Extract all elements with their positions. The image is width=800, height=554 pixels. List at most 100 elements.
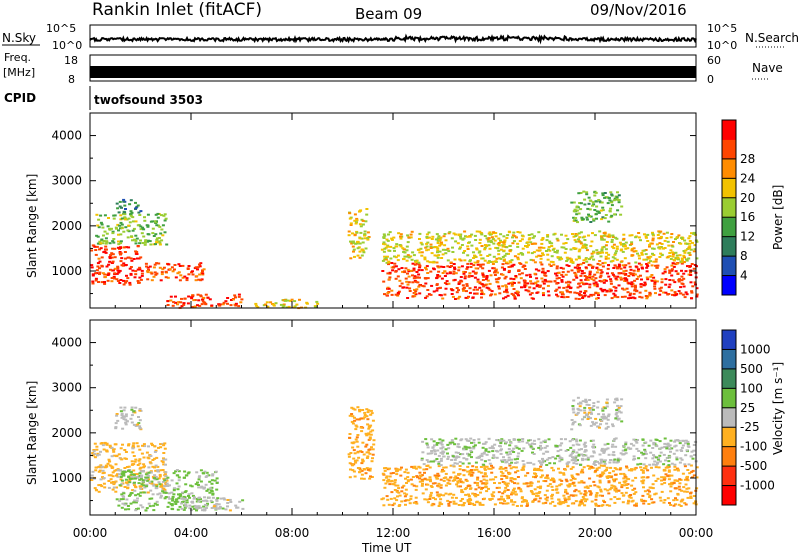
power-cell — [155, 224, 159, 227]
nsky-label: N.Sky — [2, 31, 36, 45]
velocity-cell — [180, 501, 184, 504]
power-cell — [170, 266, 174, 269]
velocity-cell — [538, 469, 542, 472]
velocity-cell — [353, 459, 357, 462]
velocity-cell — [139, 476, 143, 479]
velocity-cell — [195, 471, 199, 474]
velocity-cell — [578, 503, 582, 506]
power-cell — [418, 266, 422, 269]
velocity-cell — [641, 469, 645, 472]
velocity-cell — [452, 471, 456, 474]
velocity-cell — [465, 439, 469, 442]
velocity-cell — [569, 446, 573, 449]
velocity-cell — [125, 498, 129, 501]
power-cell — [353, 234, 357, 237]
velocity-cell — [500, 478, 504, 481]
velocity-cell — [626, 502, 630, 505]
velocity-cell — [620, 420, 624, 423]
velocity-cell — [509, 467, 513, 470]
power-cell — [187, 265, 191, 267]
velocity-cell — [92, 449, 96, 451]
velocity-cell — [679, 500, 683, 503]
power-cell — [507, 230, 511, 233]
colorbar-swatch — [722, 388, 736, 409]
velocity-cell — [567, 498, 571, 501]
velocity-cell — [155, 503, 159, 506]
power-cell — [624, 264, 628, 267]
velocity-cell — [520, 496, 524, 499]
power-cell — [585, 193, 589, 196]
velocity-cell — [624, 484, 628, 486]
velocity-cell — [490, 493, 494, 496]
power-cell — [583, 198, 587, 201]
power-cell — [695, 287, 699, 290]
velocity-cell — [184, 501, 187, 504]
power-cell — [640, 278, 643, 281]
velocity-cell — [520, 504, 523, 507]
velocity-cell — [127, 475, 131, 478]
velocity-cell — [693, 440, 697, 443]
velocity-cell — [600, 419, 604, 422]
power-cell — [673, 291, 677, 294]
velocity-cell — [191, 500, 194, 503]
power-cell — [199, 294, 203, 297]
power-cell — [630, 249, 634, 252]
y-tick-label: 4000 — [51, 336, 82, 350]
velocity-cell — [499, 466, 503, 469]
power-cell — [540, 271, 544, 274]
power-cell — [423, 258, 427, 261]
velocity-cell — [199, 480, 203, 483]
power-cell — [487, 240, 491, 243]
power-cell — [614, 252, 618, 255]
velocity-cell — [424, 488, 428, 491]
power-cell — [134, 270, 138, 273]
x-tick-label: 08:00 — [275, 526, 310, 540]
power-cell — [517, 269, 521, 272]
velocity-cell — [581, 459, 585, 462]
power-cell — [165, 243, 169, 246]
power-cell — [441, 297, 445, 300]
power-cell — [127, 256, 131, 259]
power-cell — [360, 254, 364, 257]
power-cell — [586, 207, 590, 210]
velocity-cell — [442, 477, 446, 480]
power-cell — [495, 247, 499, 250]
power-cell — [398, 244, 402, 246]
velocity-cell — [451, 455, 455, 458]
power-cell — [574, 235, 578, 237]
power-cell — [173, 264, 177, 266]
power-cell — [138, 266, 142, 269]
velocity-cell — [470, 441, 473, 444]
power-cell — [587, 234, 590, 237]
power-cell — [102, 234, 105, 237]
velocity-cell — [197, 478, 201, 481]
power-cell — [563, 251, 567, 254]
power-cell — [164, 270, 168, 273]
velocity-cell — [446, 455, 450, 458]
velocity-cell — [513, 501, 517, 504]
power-cell — [360, 237, 364, 240]
power-cell — [390, 262, 394, 264]
velocity-cell — [365, 434, 369, 437]
power-cell — [174, 276, 178, 279]
power-cell — [509, 261, 513, 264]
power-cell — [187, 295, 191, 298]
power-cell — [233, 294, 237, 297]
power-cell — [112, 238, 116, 240]
velocity-cell — [600, 415, 604, 418]
velocity-cell — [197, 486, 201, 489]
power-cell — [585, 276, 589, 278]
power-cell — [603, 217, 607, 220]
power-cell — [459, 259, 463, 262]
power-cell — [157, 224, 160, 227]
power-cell — [577, 282, 581, 285]
velocity-cell — [477, 441, 481, 444]
velocity-cell — [658, 440, 662, 443]
velocity-cell — [174, 498, 178, 501]
velocity-cell — [485, 479, 489, 482]
velocity-cell — [135, 473, 139, 476]
velocity-cell — [536, 494, 540, 497]
velocity-cell — [432, 449, 436, 452]
power-cell — [623, 280, 627, 282]
